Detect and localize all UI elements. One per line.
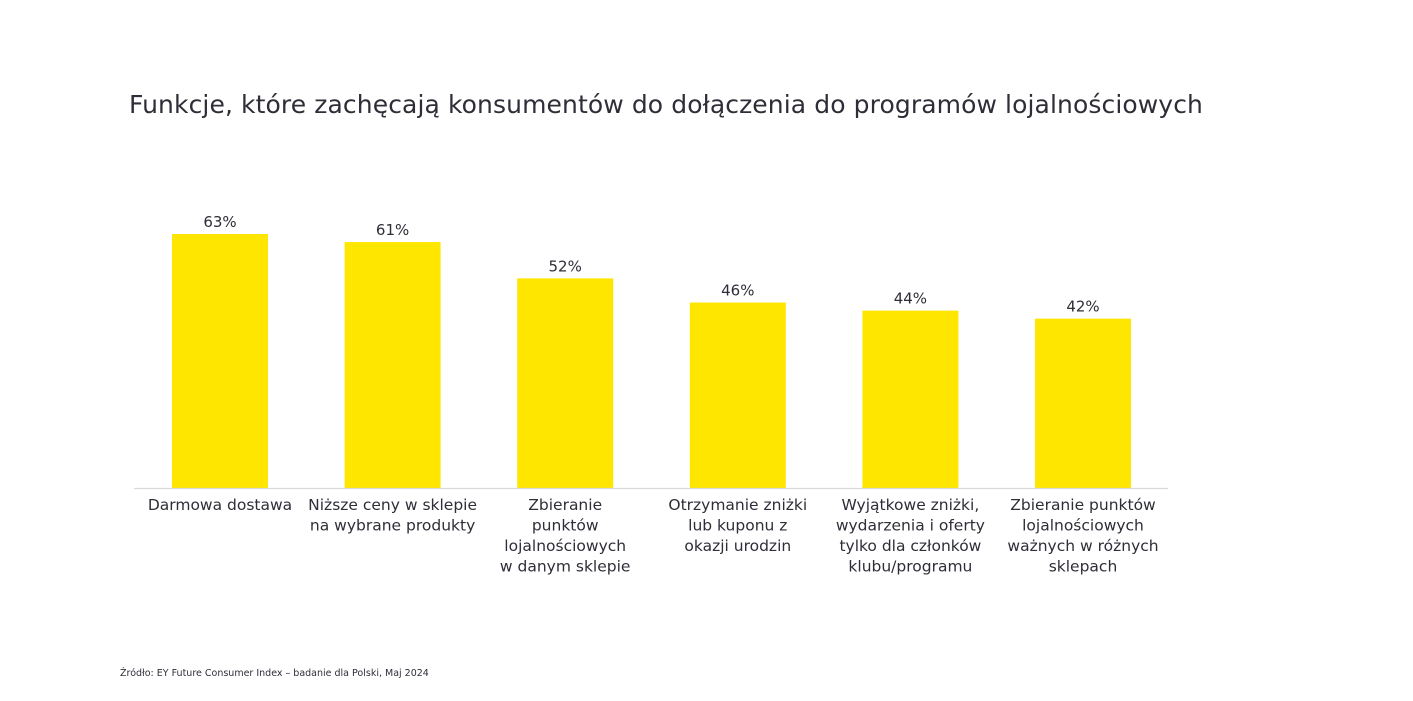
category-label-3: Zbieranie punktów lojalnościowych w danym s… bbox=[500, 496, 631, 576]
category-label-line: Zbieranie bbox=[528, 496, 602, 514]
category-label-line: sklepach bbox=[1049, 558, 1118, 576]
bars-group bbox=[172, 234, 1131, 488]
category-label-line: punktów bbox=[532, 517, 599, 535]
category-label-line: Wyjątkowe zniżki, bbox=[842, 496, 980, 514]
category-label-line: lojalnościowych bbox=[504, 537, 626, 555]
bar-1 bbox=[172, 234, 268, 488]
chart-title: Funkcje, które zachęcają konsumentów do … bbox=[129, 90, 1203, 119]
category-label-line: Niższe ceny w sklepie bbox=[308, 496, 477, 514]
bar-4 bbox=[689, 302, 786, 488]
value-label-4: 46% bbox=[721, 282, 754, 300]
value-label-3: 52% bbox=[549, 257, 582, 275]
category-label-line: Otrzymanie zniżki bbox=[668, 496, 807, 514]
bar-2 bbox=[344, 242, 441, 488]
bar-3 bbox=[517, 278, 614, 488]
source-note: Źródło: EY Future Consumer Index – badan… bbox=[120, 668, 429, 679]
category-label-5: Wyjątkowe zniżki, wydarzenia i oferty tylk… bbox=[836, 496, 985, 576]
value-labels-group: 63% 61% 52% 46% 44% 42% bbox=[203, 213, 1099, 316]
category-label-line: ważnych w różnych bbox=[1007, 537, 1158, 555]
category-label-6: Zbieranie punktów lojalnościowych ważnych … bbox=[1007, 496, 1158, 576]
value-label-6: 42% bbox=[1066, 298, 1099, 316]
category-label-line: tylko dla członków bbox=[839, 537, 981, 555]
category-label-line: klubu/programu bbox=[848, 558, 972, 576]
category-label-1: Darmowa dostawa bbox=[148, 496, 292, 514]
bar-5 bbox=[862, 310, 959, 488]
category-label-line: w danym sklepie bbox=[500, 558, 631, 576]
category-label-2: Niższe ceny w sklepie na wybrane produkty bbox=[308, 496, 477, 535]
bar-6 bbox=[1035, 318, 1131, 488]
category-label-line: lojalnościowych bbox=[1022, 517, 1144, 535]
category-label-line: okazji urodzin bbox=[684, 537, 791, 555]
category-label-line: wydarzenia i oferty bbox=[836, 517, 985, 535]
value-label-5: 44% bbox=[894, 290, 927, 308]
category-label-line: lub kuponu z bbox=[688, 517, 787, 535]
category-label-line: Zbieranie punktów bbox=[1010, 496, 1156, 514]
value-label-2: 61% bbox=[376, 221, 409, 239]
category-label-line: Darmowa dostawa bbox=[148, 496, 292, 514]
category-label-4: Otrzymanie zniżki lub kuponu z okazji urod… bbox=[668, 496, 807, 555]
value-label-1: 63% bbox=[203, 213, 236, 231]
category-labels-group: Darmowa dostawa Niższe ceny w sklepie na w… bbox=[148, 496, 1159, 576]
category-label-line: na wybrane produkty bbox=[310, 517, 475, 535]
